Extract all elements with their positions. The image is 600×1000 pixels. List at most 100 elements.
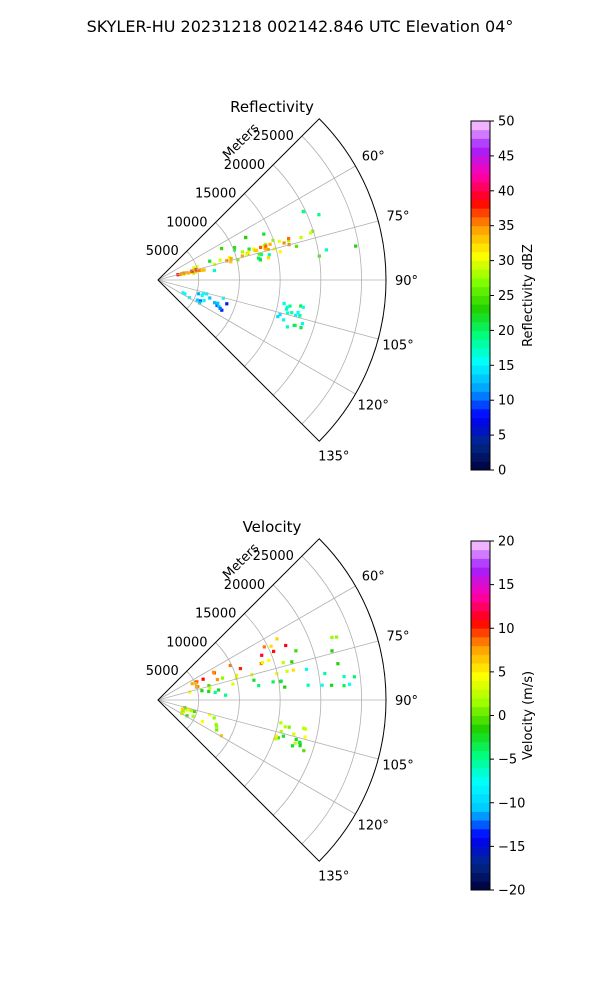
echo-gate — [238, 667, 242, 671]
echo-gate — [218, 306, 222, 310]
echo-region — [176, 268, 206, 277]
colorbar-tick-label: 15 — [498, 578, 515, 593]
echo-gate — [272, 649, 276, 653]
echo-gate — [216, 301, 220, 305]
colorbar-segment — [471, 654, 490, 664]
colorbar-segment — [471, 417, 490, 427]
echo-gate — [194, 682, 198, 686]
echo-gate — [301, 305, 305, 309]
echo-gate — [300, 322, 304, 326]
echo-gate — [225, 259, 229, 263]
colorbar-segment — [471, 382, 490, 392]
echo-gate — [287, 239, 291, 243]
echo-gate — [290, 744, 295, 748]
echo-gate — [200, 268, 204, 272]
azimuth-spoke — [157, 220, 379, 281]
azimuth-spoke — [157, 165, 356, 281]
echo-gate — [191, 714, 195, 718]
colorbar-tick-label: −15 — [498, 840, 525, 855]
colorbar-segment — [471, 567, 490, 577]
echo-gate — [284, 307, 288, 311]
echo-gate — [217, 305, 221, 309]
colorbar-segment — [471, 435, 490, 445]
echo-gate — [245, 252, 249, 256]
azimuth-spoke — [157, 585, 356, 701]
colorbar-segment — [471, 689, 490, 699]
figure-title: SKYLER-HU 20231218 002142.846 UTC Elevat… — [87, 17, 514, 36]
echo-gate — [221, 296, 225, 300]
colorbar-tick-label: 0 — [498, 709, 506, 724]
colorbar-tick-label: 15 — [498, 359, 515, 374]
colorbar-segment — [471, 541, 490, 551]
colorbar-segment — [471, 155, 490, 166]
colorbar-segment — [471, 724, 490, 734]
echo-gate — [205, 292, 209, 296]
colorbar-tick-label: 40 — [498, 184, 515, 199]
echo-gate — [187, 296, 191, 300]
echo-gate — [211, 670, 216, 674]
echo-gate — [213, 690, 217, 694]
echo-gate — [214, 722, 218, 727]
colorbar-segment — [471, 671, 490, 682]
echo-region — [181, 291, 229, 312]
echo-gate — [282, 301, 286, 306]
echo-region — [191, 229, 315, 275]
echo-gate — [269, 644, 273, 648]
echo-gate — [299, 235, 303, 240]
echo-gate — [225, 302, 229, 306]
echo-gate — [252, 678, 256, 682]
echo-gate — [324, 248, 328, 252]
echo-gate — [302, 210, 306, 214]
echo-gate — [215, 303, 219, 308]
echo-gate — [263, 247, 267, 251]
colorbar-tick-label: 45 — [498, 149, 515, 164]
colorbar-tick-label: 35 — [498, 219, 515, 234]
echo-gate — [181, 291, 185, 295]
echo-gate — [302, 726, 306, 730]
echo-gate — [244, 235, 248, 239]
colorbar-segment — [471, 645, 490, 655]
echo-gate — [271, 680, 275, 684]
azimuth-tick-label: 75° — [387, 210, 410, 225]
colorbar-segment — [471, 811, 490, 821]
echo-gate — [200, 689, 204, 693]
colorbar-segment — [471, 776, 490, 786]
echo-gate — [298, 740, 302, 744]
colorbar-segment — [471, 408, 490, 419]
azimuth-tick-label: 90° — [395, 274, 418, 289]
colorbar-tick-label: −20 — [498, 884, 525, 899]
colorbar-tick-label: 20 — [498, 324, 515, 339]
echo-gate — [293, 323, 297, 328]
echo-gate — [219, 734, 223, 738]
radial-tick-label: 25000 — [253, 129, 294, 144]
echo-gate — [266, 247, 270, 252]
colorbar-segment — [471, 785, 490, 795]
echo-gate — [183, 292, 187, 296]
colorbar-segment — [471, 767, 490, 777]
echo-gate — [257, 252, 261, 256]
echo-gate — [220, 676, 225, 680]
azimuth-spoke — [157, 279, 356, 395]
echo-gate — [193, 270, 197, 274]
echo-gate — [213, 301, 217, 305]
echo-gate — [201, 291, 205, 295]
echo-gate — [342, 684, 346, 688]
colorbar-tick-label: −10 — [498, 796, 525, 811]
echo-gate — [207, 689, 211, 694]
echo-gate — [215, 678, 219, 682]
colorbar-label: Reflectivity dBZ — [521, 244, 536, 347]
colorbar-segment — [471, 759, 490, 769]
colorbar-segment — [471, 872, 490, 882]
echo-gate — [298, 744, 302, 748]
echo-gate — [277, 239, 281, 243]
azimuth-tick-label: 60° — [362, 570, 385, 585]
colorbar-tick-label: 20 — [498, 535, 515, 550]
echo-gate — [330, 649, 334, 653]
colorbar-segment — [471, 330, 490, 340]
colorbar-segment — [471, 260, 490, 270]
echo-gate — [294, 737, 298, 741]
colorbar-tick-label: 10 — [498, 622, 515, 637]
colorbar-segment — [471, 715, 490, 725]
